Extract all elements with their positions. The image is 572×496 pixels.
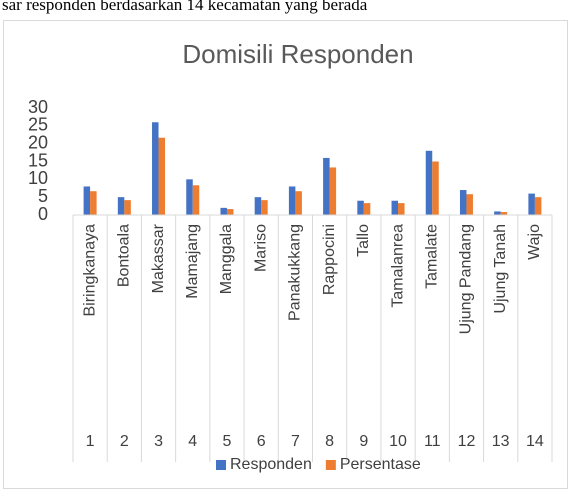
bar bbox=[117, 197, 125, 215]
category-number: 8 bbox=[325, 433, 334, 450]
x-tick-label: Manggala bbox=[218, 224, 235, 294]
bar bbox=[534, 197, 542, 215]
bar bbox=[220, 207, 227, 215]
category-number: 5 bbox=[223, 433, 232, 450]
bar bbox=[432, 161, 439, 215]
category-number: 10 bbox=[389, 433, 407, 450]
bar bbox=[425, 150, 433, 215]
chart-title: Domisili Responden bbox=[182, 39, 413, 69]
y-tick-label: 0 bbox=[38, 204, 48, 224]
bar bbox=[398, 203, 405, 215]
x-tick-label: Rappocini bbox=[321, 224, 338, 295]
bar bbox=[295, 191, 302, 215]
x-tick-label: Wajo bbox=[526, 224, 543, 260]
x-tick-label: Tamalanrea bbox=[389, 224, 406, 308]
x-tick-label: Ujung Tanah bbox=[492, 224, 509, 314]
bar bbox=[254, 197, 262, 215]
x-tick-label: Ujung Pandang bbox=[458, 224, 475, 334]
category-number: 12 bbox=[458, 433, 476, 450]
bar bbox=[288, 186, 296, 215]
x-tick-label: Tallo bbox=[355, 224, 372, 257]
category-number: 3 bbox=[154, 433, 163, 450]
x-tick-label: Bontoala bbox=[116, 224, 133, 287]
bar bbox=[124, 200, 131, 215]
caption: sar responden berdasarkan 14 kecamatan y… bbox=[2, 0, 368, 14]
x-tick-label: Tamalate bbox=[423, 224, 440, 289]
bar bbox=[357, 200, 364, 215]
y-tick-label: 5 bbox=[38, 186, 48, 206]
x-tick-label: Mamajang bbox=[184, 224, 201, 299]
bar bbox=[323, 157, 330, 215]
x-tick-label: Mariso bbox=[252, 224, 269, 272]
chart-border bbox=[3, 20, 568, 489]
bar bbox=[83, 186, 91, 215]
bar bbox=[158, 137, 166, 215]
bar bbox=[459, 190, 467, 215]
category-number: 14 bbox=[526, 433, 544, 450]
y-tick-label: 10 bbox=[28, 168, 48, 188]
bar bbox=[261, 200, 268, 215]
category-number: 7 bbox=[291, 433, 300, 450]
category-number: 2 bbox=[120, 433, 129, 450]
bar bbox=[391, 200, 399, 215]
category-number: 13 bbox=[492, 433, 510, 450]
bar bbox=[363, 203, 371, 215]
bar bbox=[192, 185, 200, 215]
bar bbox=[186, 179, 193, 215]
category-number: 6 bbox=[257, 433, 266, 450]
bar bbox=[466, 194, 473, 215]
y-tick-label: 15 bbox=[28, 150, 48, 170]
x-tick-label: Panakukkang bbox=[287, 224, 304, 321]
legend-swatch bbox=[325, 460, 336, 470]
bar bbox=[90, 191, 97, 215]
category-number: 1 bbox=[86, 433, 95, 450]
x-tick-label: Biringkanaya bbox=[81, 224, 98, 317]
category-number: 4 bbox=[188, 433, 197, 450]
x-tick-label: Makassar bbox=[150, 223, 167, 293]
bar bbox=[152, 122, 159, 215]
legend-label: Responden bbox=[230, 456, 312, 473]
bar bbox=[500, 212, 508, 215]
bar bbox=[528, 193, 535, 215]
category-number: 9 bbox=[359, 433, 368, 450]
y-tick-label: 25 bbox=[28, 115, 48, 135]
bar bbox=[329, 167, 337, 215]
legend-label: Persentase bbox=[340, 456, 421, 473]
y-tick-label: 30 bbox=[28, 97, 48, 117]
bar bbox=[494, 211, 501, 215]
y-tick-label: 20 bbox=[28, 132, 48, 152]
bar bbox=[226, 209, 234, 215]
legend-swatch bbox=[216, 460, 226, 470]
category-number: 11 bbox=[424, 433, 441, 450]
